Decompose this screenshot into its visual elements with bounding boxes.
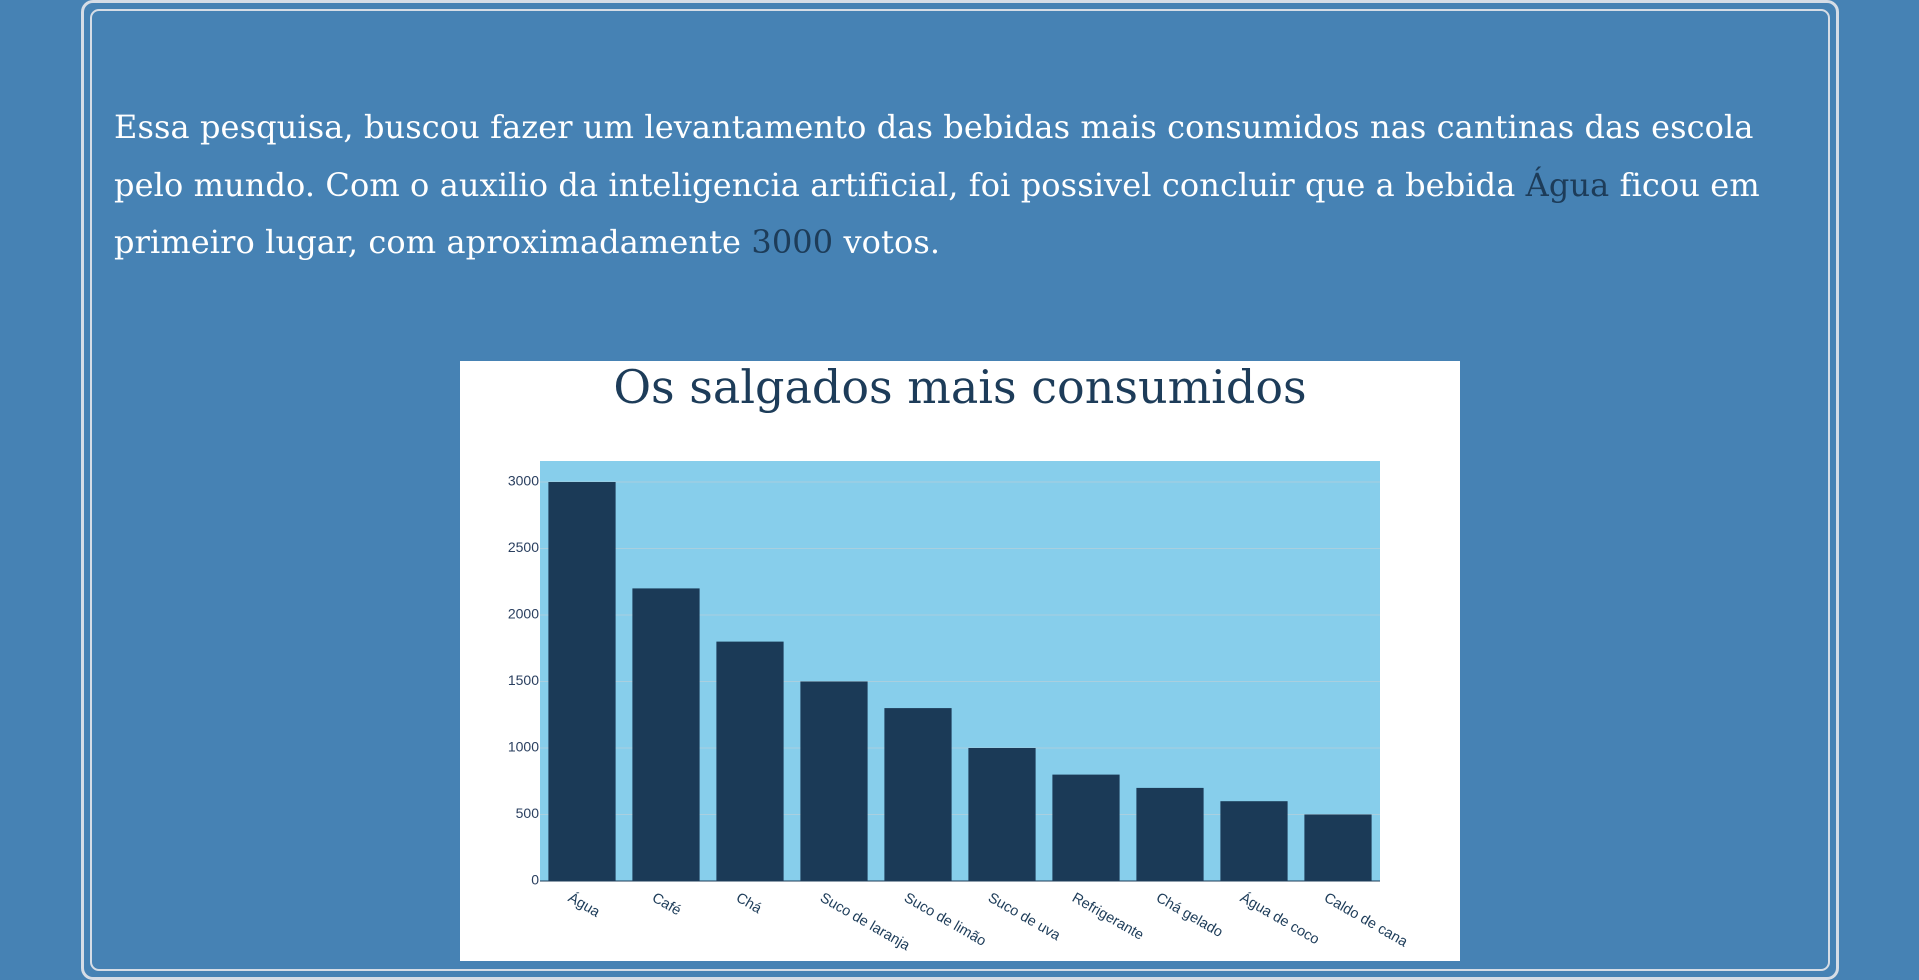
bar — [1304, 815, 1371, 881]
bar — [548, 482, 615, 881]
y-tick-label: 1000 — [508, 739, 539, 755]
x-tick-label: Suco de laranja — [817, 890, 913, 955]
y-axis-ticks: 0 500 1000 1500 2000 2500 3000 — [508, 473, 539, 888]
x-tick-label: Água — [565, 889, 604, 921]
intro-text-after: votos. — [833, 223, 940, 261]
bar — [716, 642, 783, 881]
intro-top-item: Água — [1526, 166, 1610, 204]
bar — [884, 708, 951, 881]
bar — [632, 588, 699, 881]
intro-text-before: Essa pesquisa, buscou fazer um levantame… — [114, 108, 1754, 204]
chart-title: Os salgados mais consumidos — [613, 361, 1306, 414]
intro-top-value: 3000 — [751, 223, 833, 261]
y-tick-label: 500 — [516, 805, 540, 821]
x-tick-label: Água de coco — [1237, 889, 1322, 948]
x-tick-label: Refrigerante — [1069, 890, 1146, 944]
x-tick-label: Chá — [733, 890, 765, 918]
bar — [1136, 788, 1203, 881]
y-tick-label: 0 — [531, 872, 539, 888]
bar — [1052, 775, 1119, 881]
y-tick-label: 3000 — [508, 473, 539, 489]
bar — [1220, 801, 1287, 881]
x-tick-label: Caldo de cana — [1321, 890, 1411, 951]
y-tick-label: 2000 — [508, 606, 539, 622]
x-tick-label: Suco de uva — [985, 890, 1064, 945]
bar — [968, 748, 1035, 881]
intro-paragraph: Essa pesquisa, buscou fazer um levantame… — [114, 99, 1814, 272]
chart-card: 0 500 1000 1500 2000 2500 3000 Água Café Chá Suco… — [460, 361, 1460, 961]
bar-chart: 0 500 1000 1500 2000 2500 3000 Água Café Chá Suco… — [460, 361, 1460, 961]
x-tick-label: Café — [649, 890, 684, 919]
y-tick-label: 2500 — [508, 539, 539, 555]
y-tick-label: 1500 — [508, 672, 539, 688]
bar — [800, 682, 867, 881]
x-tick-label: Suco de limão — [901, 890, 989, 950]
x-tick-label: Chá gelado — [1153, 890, 1225, 941]
